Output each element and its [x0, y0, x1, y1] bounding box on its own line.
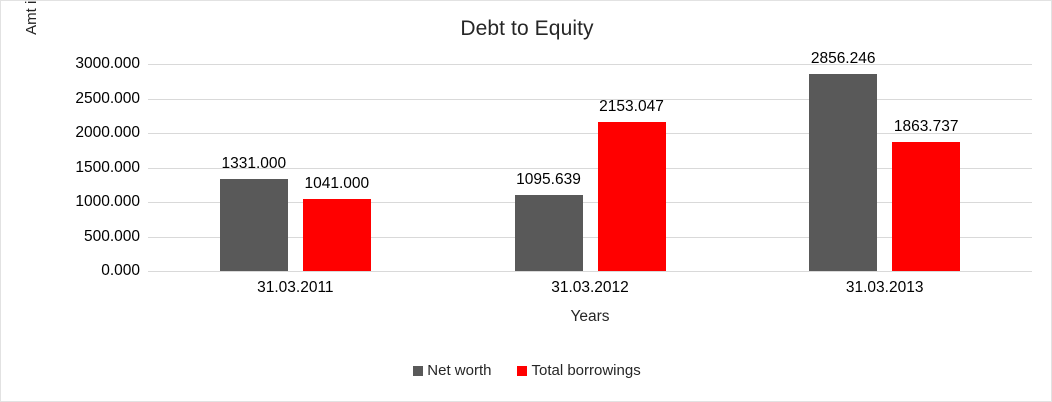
y-axis-tick-label: 2500.000 — [75, 89, 140, 107]
plot-area: 1331.000 1041.000 1095.639 2153.047 2856.246… — [148, 50, 1032, 272]
y-axis-tick-labels: 3000.000 2500.000 2000.000 1500.000 1000.000… — [56, 55, 140, 279]
bar-value-label: 1041.000 — [304, 175, 370, 193]
x-axis-category-label: 31.03.2011 — [257, 279, 334, 296]
y-axis-tick-label: 3000.000 — [75, 55, 140, 72]
bar-value-label: 1863.737 — [893, 118, 959, 136]
bar-net-worth[interactable] — [219, 179, 288, 271]
bar-total-borrowings[interactable] — [892, 142, 961, 271]
y-axis-tick-label: 2000.000 — [75, 124, 140, 141]
gridline — [148, 98, 1032, 100]
chart-legend: Net worth Total borrowings — [1, 362, 1051, 379]
gridline — [148, 133, 1032, 134]
legend-item-total-borrowings[interactable]: Total borrowings — [517, 362, 641, 379]
legend-label: Total borrowings — [531, 362, 641, 379]
y-axis-tick-label: 1500.000 — [75, 158, 140, 176]
legend-item-net-worth[interactable]: Net worth — [413, 362, 491, 379]
legend-swatch-icon — [517, 365, 528, 376]
bar-total-borrowings[interactable] — [302, 199, 371, 271]
bar-value-label: 2856.246 — [810, 49, 876, 67]
bar-net-worth[interactable] — [514, 195, 583, 271]
y-axis-tick-label: 0.000 — [101, 262, 140, 279]
bar-value-label: 1095.639 — [516, 171, 581, 189]
bar-value-label: 2153.047 — [599, 98, 664, 116]
y-axis-title: Amt in Millions — [19, 1, 45, 90]
bar-total-borrowings[interactable] — [597, 122, 666, 271]
legend-label: Net worth — [427, 362, 492, 379]
bar-value-label: 1331.000 — [221, 155, 287, 173]
gridline — [148, 167, 1032, 169]
y-axis-tick-label: 1000.000 — [75, 193, 140, 210]
gridline — [148, 271, 1032, 272]
x-axis-category-label: 31.03.2012 — [551, 279, 629, 296]
y-axis-tick-label: 500.000 — [83, 227, 140, 245]
gridline — [148, 202, 1032, 203]
chart-title: Debt to Equity — [460, 17, 594, 40]
bar-net-worth[interactable] — [809, 73, 878, 271]
legend-swatch-icon — [413, 365, 424, 376]
x-axis-title: Years — [570, 308, 610, 325]
gridline — [148, 64, 1032, 65]
x-axis-category-label: 31.03.2013 — [845, 279, 924, 296]
gridline — [148, 236, 1032, 238]
